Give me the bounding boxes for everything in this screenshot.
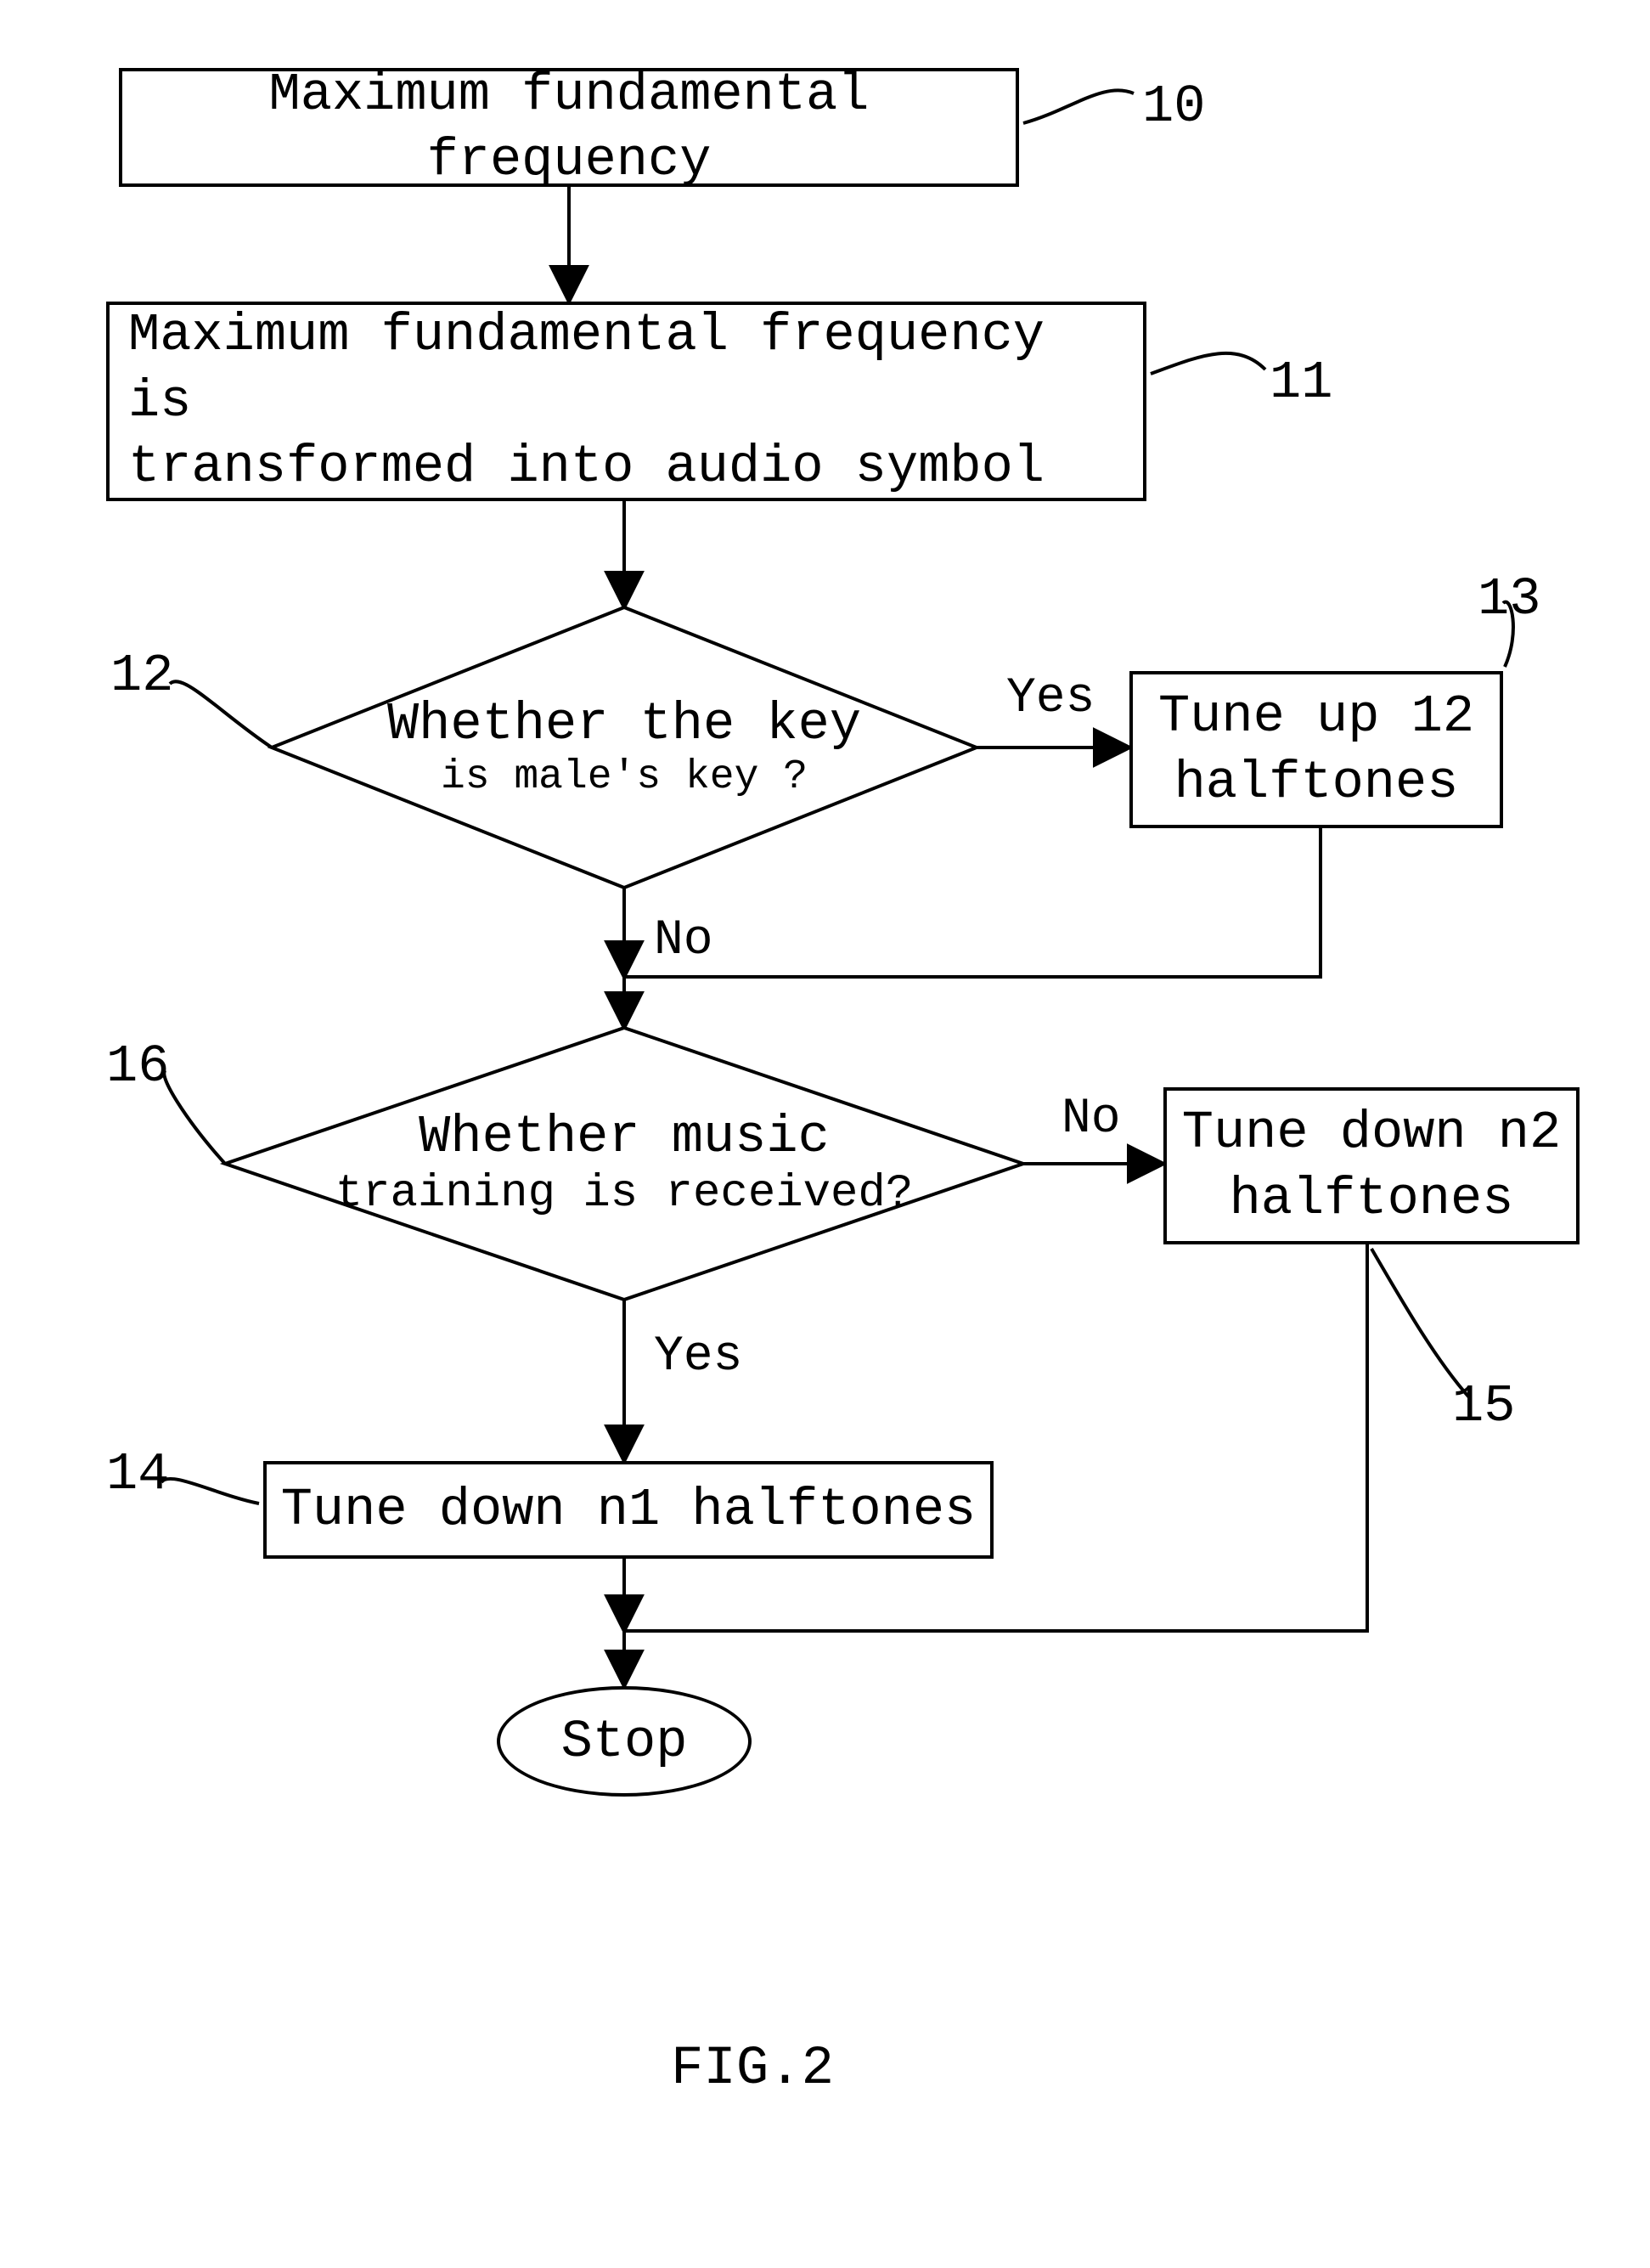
edge-label-no-16: No bbox=[1062, 1092, 1121, 1147]
node-text-line2: halftones bbox=[1230, 1166, 1514, 1233]
node-text: Maximum fundamental frequency bbox=[122, 62, 1016, 194]
decision-male-key: Whether the key is male's key ? bbox=[272, 607, 977, 888]
decision-text-line2: training is received? bbox=[335, 1168, 914, 1221]
decision-music-training: Whether music training is received? bbox=[225, 1028, 1023, 1300]
decision-text-line1: Whether music bbox=[419, 1107, 830, 1167]
node-tune-down-n2: Tune down n2 halftones bbox=[1163, 1087, 1580, 1244]
figure-caption: FIG.2 bbox=[671, 2039, 834, 2100]
node-text-line1: Tune up 12 bbox=[1158, 684, 1474, 750]
ref-label-14: 14 bbox=[106, 1444, 169, 1504]
node-tune-down-n1: Tune down n1 halftones bbox=[263, 1461, 994, 1559]
ref-label-13: 13 bbox=[1478, 569, 1540, 629]
flowchart-canvas: Maximum fundamental frequency Maximum fu… bbox=[0, 0, 1650, 2268]
decision-text-line2: is male's key ? bbox=[441, 754, 808, 801]
edge-label-yes-12: Yes bbox=[1006, 671, 1095, 726]
node-text-line2: transformed into audio symbol bbox=[128, 434, 1045, 500]
ref-label-11: 11 bbox=[1270, 353, 1332, 413]
ref-label-10: 10 bbox=[1142, 76, 1205, 137]
node-text: Tune down n1 halftones bbox=[281, 1477, 977, 1543]
terminator-text: Stop bbox=[561, 1712, 688, 1772]
edge-label-yes-16: Yes bbox=[654, 1329, 742, 1385]
edge-label-no-12: No bbox=[654, 913, 713, 968]
node-text-line1: Tune down n2 bbox=[1182, 1100, 1561, 1166]
terminator-stop: Stop bbox=[497, 1686, 752, 1797]
ref-label-12: 12 bbox=[110, 646, 173, 706]
ref-label-15: 15 bbox=[1452, 1376, 1515, 1436]
ref-label-16: 16 bbox=[106, 1036, 169, 1097]
decision-text-line1: Whether the key bbox=[387, 694, 861, 754]
node-text-line1: Maximum fundamental frequency is bbox=[128, 302, 1124, 434]
node-text-line2: halftones bbox=[1174, 750, 1459, 816]
node-tune-up-12: Tune up 12 halftones bbox=[1129, 671, 1503, 828]
node-max-fundamental-frequency: Maximum fundamental frequency bbox=[119, 68, 1019, 187]
node-transform-audio-symbol: Maximum fundamental frequency is transfo… bbox=[106, 302, 1146, 501]
